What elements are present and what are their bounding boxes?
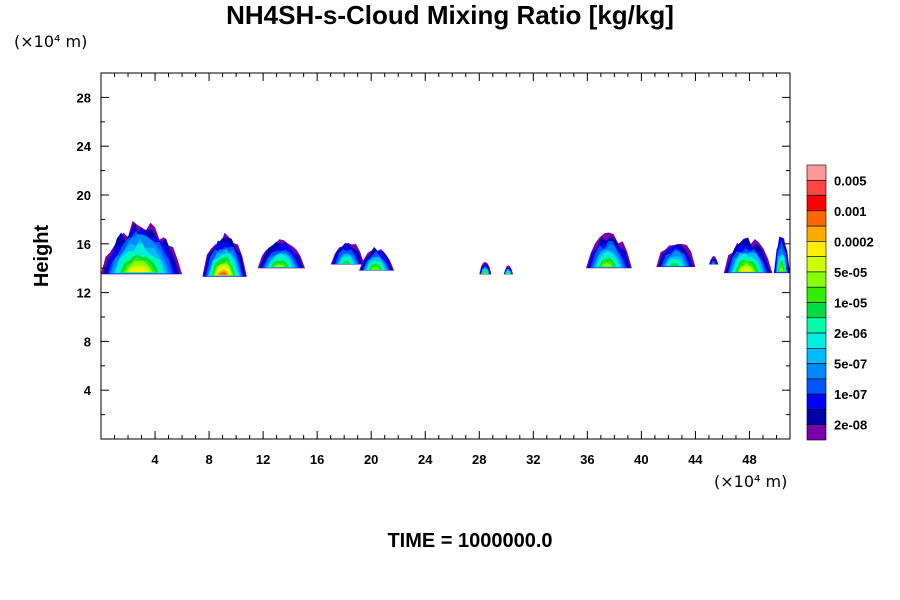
cloud-cell <box>202 232 247 277</box>
colorbar-swatch <box>806 256 827 273</box>
cloud-contour <box>342 260 351 264</box>
time-annotation: TIME = 1000000.0 <box>387 530 553 552</box>
x-tick-label: 8 <box>205 452 212 467</box>
cloud-cell <box>723 237 773 274</box>
cloud-cell <box>479 262 492 275</box>
cloud-cell <box>330 242 365 265</box>
cloud-cell <box>257 239 305 269</box>
cloud-contour <box>669 262 680 266</box>
colorbar-label: 0.001 <box>834 204 867 219</box>
colorbar-label: 0.005 <box>834 173 867 188</box>
colorbar-label: 0.0002 <box>834 234 874 249</box>
colorbar-swatch <box>806 317 827 334</box>
x-tick-label: 12 <box>256 452 270 467</box>
colorbar-swatch <box>806 302 827 319</box>
colorbar-swatch <box>806 286 827 303</box>
cloud-contour <box>602 263 613 267</box>
colorbar-swatch <box>806 393 827 410</box>
colorbar-swatch <box>806 225 827 242</box>
colorbar: 0.005 0.001 0.0002 5e-05 1e-05 2e-06 5e-07 1e-0… <box>806 164 874 441</box>
colorbar-swatch <box>806 424 827 441</box>
y-tick-label: 4 <box>84 383 92 398</box>
chart-title: NH4SH-s-Cloud Mixing Ratio [kg/kg] <box>226 0 674 30</box>
cloud-contour <box>711 262 715 265</box>
colorbar-swatch <box>806 241 827 257</box>
colorbar-swatch <box>806 195 827 212</box>
cloud-cell <box>656 243 696 267</box>
y-axis-unit: (×10⁴ m) <box>14 32 88 51</box>
cloud-cell <box>359 246 395 271</box>
cloud-contour <box>779 267 784 272</box>
y-tick-label: 16 <box>77 237 91 252</box>
colorbar-swatch <box>806 332 827 349</box>
colorbar-swatch <box>806 409 827 426</box>
y-tick-label: 28 <box>77 90 91 105</box>
cloud-contour <box>483 272 487 274</box>
cloud-contour <box>218 272 228 275</box>
cloud-cell <box>708 255 719 265</box>
cloud-contour <box>741 269 752 272</box>
cloud-cell <box>101 220 183 275</box>
cloud-cell <box>586 232 632 269</box>
colorbar-swatch <box>806 179 827 196</box>
cloud-contour <box>274 264 285 267</box>
y-tick-label: 20 <box>77 188 91 203</box>
cloud-cell <box>773 236 790 274</box>
colorbar-label: 2e-06 <box>834 326 867 341</box>
y-tick-label: 24 <box>77 139 92 154</box>
x-tick-label: 20 <box>364 452 378 467</box>
colorbar-swatch <box>806 378 827 395</box>
colorbar-swatch <box>806 210 827 227</box>
cloud-field <box>101 220 790 277</box>
x-tick-label: 36 <box>580 452 594 467</box>
colorbar-swatch <box>806 363 827 380</box>
cloud-contour <box>371 267 380 270</box>
cloud-cell <box>503 265 513 275</box>
x-tick-label: 28 <box>472 452 486 467</box>
x-tick-label: 40 <box>634 452 648 467</box>
x-tick-label: 32 <box>526 452 540 467</box>
colorbar-label: 5e-05 <box>834 265 867 280</box>
plot-frame <box>100 72 791 440</box>
cloud-contour <box>506 273 509 274</box>
x-tick-label: 16 <box>310 452 324 467</box>
y-tick-label: 12 <box>77 286 91 301</box>
x-tick-label: 24 <box>418 452 433 467</box>
colorbar-swatch <box>806 271 827 288</box>
y-tick-label: 8 <box>84 334 91 349</box>
x-axis-unit: (×10⁴ m) <box>714 472 788 491</box>
cloud-contour <box>129 268 148 272</box>
colorbar-label: 1e-05 <box>834 296 867 311</box>
colorbar-label: 5e-07 <box>834 357 867 372</box>
colorbar-swatch <box>806 348 827 364</box>
colorbar-label: 2e-08 <box>834 418 867 433</box>
x-tick-label: 44 <box>688 452 703 467</box>
y-axis-label: Height <box>31 225 53 288</box>
x-tick-label: 4 <box>151 452 159 467</box>
x-tick-label: 48 <box>742 452 756 467</box>
colorbar-label: 1e-07 <box>834 387 867 402</box>
colorbar-swatch <box>806 164 827 181</box>
